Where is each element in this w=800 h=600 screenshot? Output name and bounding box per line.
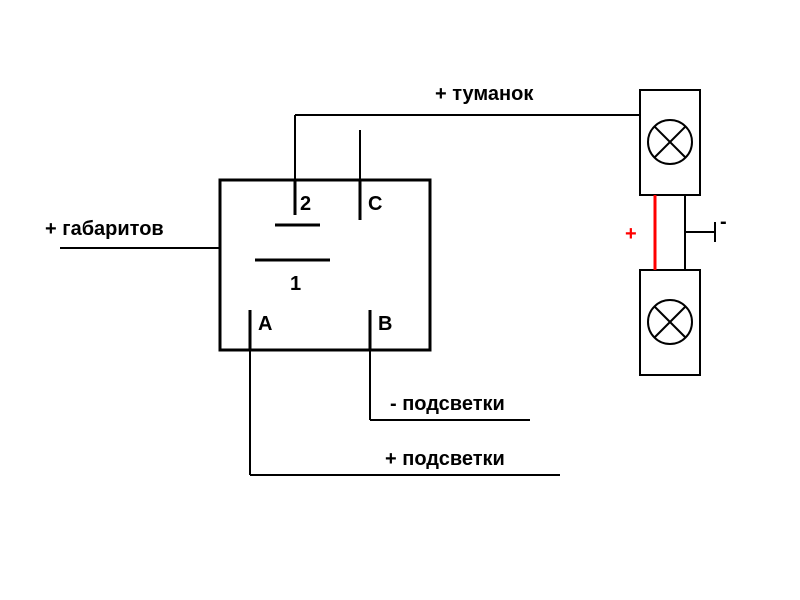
pin-a-label: A: [258, 313, 272, 335]
pin-c-label: C: [368, 193, 382, 215]
label-backlight-pos: + подсветки: [385, 448, 505, 470]
label-parking: + габаритов: [45, 218, 164, 240]
wiring-diagram: 2 C 1 A B + - + габаритов + туманок - по…: [0, 0, 800, 600]
pin-2-label: 2: [300, 193, 311, 215]
pin-1-label: 1: [290, 273, 301, 295]
plus-label: +: [625, 223, 637, 245]
pin-b-label: B: [378, 313, 392, 335]
label-fog: + туманок: [435, 83, 534, 105]
label-backlight-neg: - подсветки: [390, 393, 505, 415]
minus-label: -: [720, 211, 727, 233]
